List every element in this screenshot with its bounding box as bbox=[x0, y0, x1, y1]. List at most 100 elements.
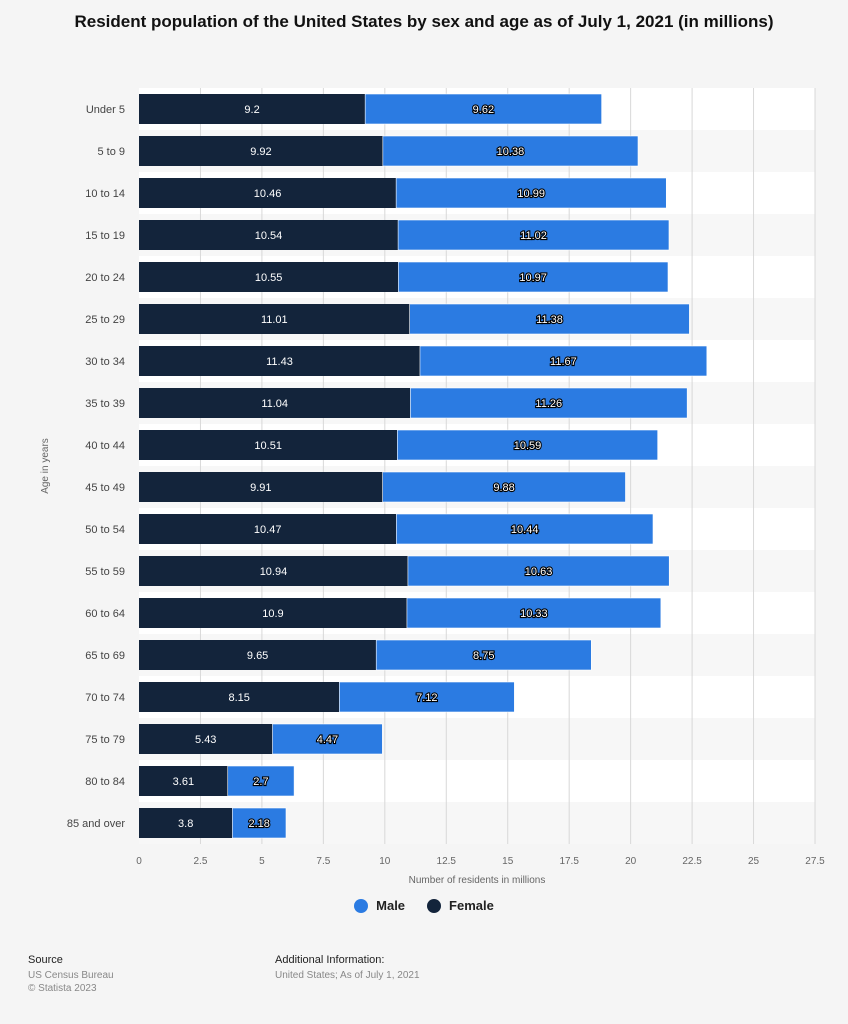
data-label-female: 11.01 bbox=[261, 314, 288, 326]
data-label-male: 9.62 bbox=[473, 104, 494, 116]
bar-female bbox=[139, 262, 399, 292]
legend-label-female: Female bbox=[449, 898, 494, 913]
legend-item-male[interactable]: Male bbox=[354, 898, 405, 913]
bar-female bbox=[139, 430, 398, 460]
data-label-female: 10.54 bbox=[255, 230, 283, 242]
y-tick-label: 75 to 79 bbox=[85, 734, 125, 746]
y-tick-label: 40 to 44 bbox=[85, 440, 125, 452]
bar-male bbox=[410, 387, 688, 419]
data-label-male: 10.99 bbox=[517, 188, 545, 200]
bar-male bbox=[382, 471, 626, 503]
data-label-female: 11.04 bbox=[261, 398, 288, 410]
bar-male bbox=[272, 723, 383, 755]
y-tick-label: 50 to 54 bbox=[85, 524, 125, 536]
data-label-female: 9.91 bbox=[250, 482, 271, 494]
data-label-female: 10.94 bbox=[260, 566, 288, 578]
x-tick-label: 20 bbox=[625, 856, 637, 867]
x-tick-label: 2.5 bbox=[194, 856, 208, 867]
x-tick-label: 12.5 bbox=[437, 856, 457, 867]
y-tick-label: 25 to 29 bbox=[85, 314, 125, 326]
y-tick-label: 35 to 39 bbox=[85, 398, 125, 410]
data-label-male: 10.44 bbox=[511, 524, 539, 536]
y-tick-label: 70 to 74 bbox=[85, 692, 125, 704]
data-label-male: 10.33 bbox=[520, 608, 548, 620]
additional-info-block: Additional Information: United States; A… bbox=[275, 954, 420, 982]
y-tick-label: 80 to 84 bbox=[85, 776, 125, 788]
data-label-female: 10.55 bbox=[255, 272, 283, 284]
data-label-male: 9.88 bbox=[493, 482, 514, 494]
bar-female bbox=[139, 556, 408, 586]
x-tick-label: 27.5 bbox=[805, 856, 825, 867]
x-tick-label: 7.5 bbox=[316, 856, 330, 867]
x-tick-label: 10 bbox=[379, 856, 391, 867]
copyright: © Statista 2023 bbox=[28, 983, 97, 994]
bar-male bbox=[395, 177, 667, 209]
data-label-male: 10.63 bbox=[525, 566, 553, 578]
legend-dot-female bbox=[427, 898, 442, 913]
y-tick-label: 45 to 49 bbox=[85, 482, 125, 494]
bar-male bbox=[397, 429, 658, 461]
y-tick-label: 5 to 9 bbox=[97, 146, 125, 158]
bar-female bbox=[139, 598, 407, 628]
bar-male bbox=[406, 597, 662, 629]
data-label-female: 3.61 bbox=[173, 776, 194, 788]
bar-female bbox=[139, 94, 366, 124]
y-tick-label: 60 to 64 bbox=[85, 608, 125, 620]
bar-female bbox=[139, 472, 383, 502]
bar-chart: 0 2.5 5 7.5 10 12.5 15 17.5 20 22.5 25 27.5 Number o… bbox=[40, 88, 825, 886]
bar-male bbox=[396, 513, 654, 545]
bar-female bbox=[139, 346, 420, 376]
x-tick-label: 0 bbox=[136, 856, 142, 867]
source-label: Source bbox=[28, 954, 63, 966]
bar-female bbox=[139, 808, 233, 838]
data-label-male: 8.75 bbox=[473, 650, 494, 662]
bar-male bbox=[382, 135, 639, 167]
y-tick-label: Under 5 bbox=[86, 104, 125, 116]
x-tick-label: 17.5 bbox=[559, 856, 579, 867]
x-axis-title: Number of residents in millions bbox=[409, 875, 546, 886]
source-block: Source US Census Bureau © Statista 2023 bbox=[28, 954, 114, 995]
data-label-male: 11.67 bbox=[550, 356, 577, 368]
data-label-male: 11.02 bbox=[520, 230, 547, 242]
data-label-male: 10.97 bbox=[519, 272, 547, 284]
bar-female bbox=[139, 514, 397, 544]
y-tick-label: 85 and over bbox=[67, 818, 125, 830]
source-name: US Census Bureau bbox=[28, 970, 114, 981]
data-label-female: 9.65 bbox=[247, 650, 268, 662]
bar-female bbox=[139, 304, 410, 334]
data-label-female: 10.47 bbox=[254, 524, 282, 536]
data-label-female: 10.9 bbox=[262, 608, 283, 620]
legend: Male Female bbox=[0, 898, 848, 913]
data-label-female: 9.92 bbox=[250, 146, 271, 158]
data-label-male: 11.38 bbox=[536, 314, 563, 326]
data-label-male: 10.38 bbox=[497, 146, 525, 158]
additional-info-text: United States; As of July 1, 2021 bbox=[275, 970, 420, 981]
bar-male bbox=[397, 219, 670, 251]
x-tick-label: 15 bbox=[502, 856, 514, 867]
x-tick-label: 5 bbox=[259, 856, 265, 867]
data-label-female: 11.43 bbox=[266, 356, 293, 368]
y-tick-label: 30 to 34 bbox=[85, 356, 125, 368]
data-label-male: 11.26 bbox=[535, 398, 562, 410]
x-tick-label: 25 bbox=[748, 856, 760, 867]
bar-female bbox=[139, 682, 340, 712]
y-tick-label: 20 to 24 bbox=[85, 272, 125, 284]
bar-male bbox=[227, 765, 295, 797]
y-tick-label: 65 to 69 bbox=[85, 650, 125, 662]
bar-female bbox=[139, 724, 273, 754]
additional-info-label: Additional Information: bbox=[275, 954, 385, 966]
data-label-male: 2.18 bbox=[248, 818, 269, 830]
bar-male bbox=[232, 807, 287, 839]
y-tick-label: 10 to 14 bbox=[85, 188, 125, 200]
bar-male bbox=[364, 93, 602, 125]
bar-female bbox=[139, 178, 397, 208]
data-label-male: 7.12 bbox=[416, 692, 437, 704]
bar-male bbox=[407, 555, 670, 587]
bar-female bbox=[139, 136, 383, 166]
x-tick-label: 22.5 bbox=[682, 856, 702, 867]
legend-item-female[interactable]: Female bbox=[427, 898, 494, 913]
data-label-female: 10.46 bbox=[254, 188, 282, 200]
data-label-male: 4.47 bbox=[317, 734, 338, 746]
data-label-male: 2.7 bbox=[253, 776, 268, 788]
bar-male bbox=[339, 681, 515, 713]
